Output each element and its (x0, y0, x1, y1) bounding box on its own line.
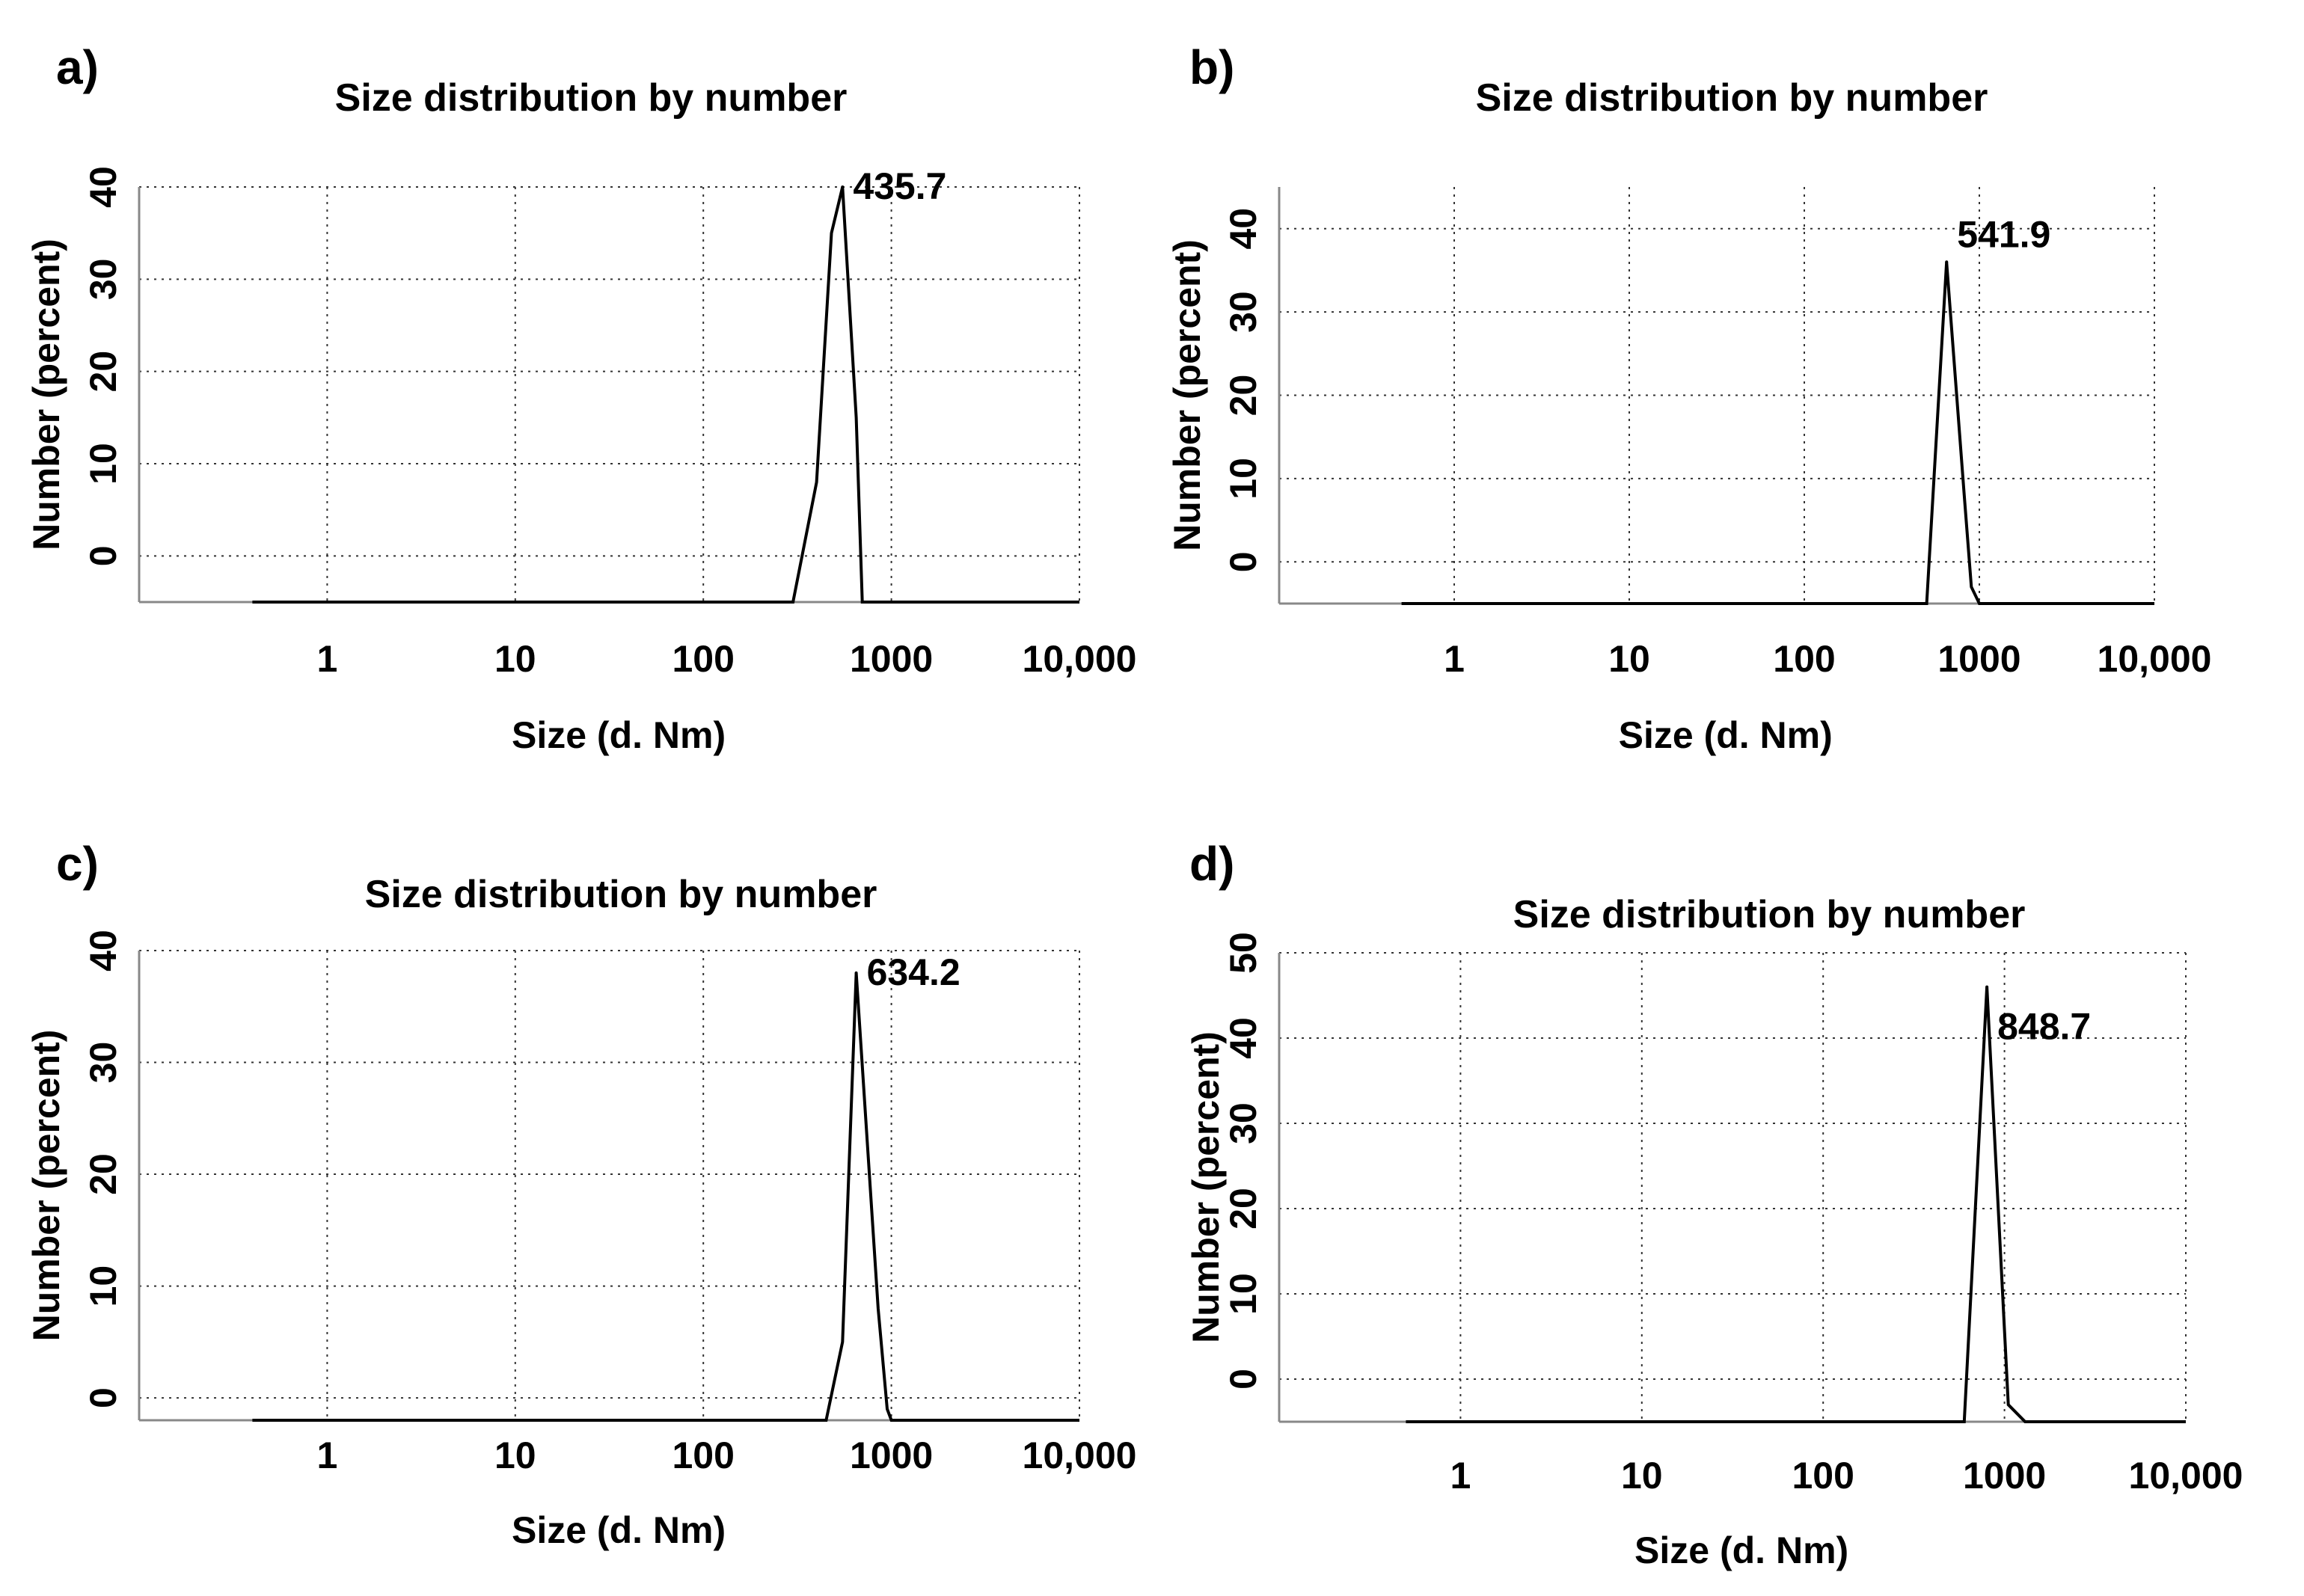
x-tick-label: 1 (1444, 638, 1465, 680)
chart-title: Size distribution by number (1513, 893, 2026, 936)
y-tick-label: 0 (1222, 1369, 1264, 1390)
y-tick-label: 20 (1222, 1188, 1264, 1230)
x-tick-label: 10 (494, 1434, 536, 1476)
y-tick-label: 40 (1222, 208, 1264, 250)
x-tick-label: 1000 (850, 638, 933, 680)
chart-title: Size distribution by number (365, 873, 877, 916)
chart-title: Size distribution by number (1476, 76, 1988, 120)
x-tick-label: 1 (1450, 1455, 1471, 1497)
series-line (1401, 262, 2154, 605)
chart-title: Size distribution by number (335, 76, 848, 120)
y-tick-label: 30 (82, 259, 124, 301)
peak-point (854, 971, 858, 975)
x-tick-label: 10 (1608, 638, 1650, 680)
y-tick-label: 20 (82, 1153, 124, 1195)
y-tick-label: 40 (1222, 1017, 1264, 1059)
x-tick-label: 100 (672, 638, 734, 680)
y-tick-label: 10 (82, 1265, 124, 1307)
x-tick-label: 10,000 (2098, 638, 2212, 680)
peak-label: 848.7 (1997, 1006, 2091, 1048)
x-tick-label: 100 (672, 1434, 734, 1476)
x-axis-label: Size (d. Nm) (512, 1509, 726, 1551)
y-tick-label: 40 (82, 166, 124, 208)
series-line (1406, 986, 2186, 1423)
panel-label: a) (56, 40, 99, 94)
y-tick-label: 20 (1222, 375, 1264, 417)
series-line (252, 186, 1079, 604)
x-axis-label: Size (d. Nm) (1619, 714, 1833, 756)
y-tick-label: 30 (1222, 291, 1264, 333)
peak-point (1945, 260, 1949, 264)
x-tick-label: 10,000 (1023, 638, 1137, 680)
panel-label: c) (56, 837, 99, 891)
y-axis-label: Number (percent) (1185, 1031, 1227, 1343)
x-tick-label: 1 (316, 1434, 337, 1476)
x-tick-label: 10 (1621, 1455, 1663, 1497)
series-line (252, 972, 1079, 1422)
x-axis-label: Size (d. Nm) (1634, 1529, 1848, 1571)
y-tick-label: 10 (82, 443, 124, 485)
y-tick-label: 0 (1222, 551, 1264, 572)
x-tick-label: 100 (1773, 638, 1835, 680)
x-tick-label: 1000 (850, 1434, 933, 1476)
x-tick-label: 10 (494, 638, 536, 680)
x-tick-label: 10,000 (2129, 1455, 2243, 1497)
peak-label: 541.9 (1957, 213, 2050, 255)
y-tick-label: 50 (1222, 932, 1264, 974)
x-axis-label: Size (d. Nm) (512, 714, 726, 756)
x-tick-label: 10,000 (1023, 1434, 1137, 1476)
y-tick-label: 10 (1222, 1273, 1264, 1315)
y-tick-label: 0 (82, 545, 124, 566)
y-axis-label: Number (percent) (25, 239, 67, 550)
y-tick-label: 20 (82, 351, 124, 393)
y-tick-label: 10 (1222, 458, 1264, 500)
y-tick-label: 40 (82, 930, 124, 972)
peak-label: 634.2 (867, 951, 960, 993)
x-tick-label: 1000 (1937, 638, 2020, 680)
y-axis-label: Number (percent) (25, 1030, 67, 1342)
y-tick-label: 30 (1222, 1102, 1264, 1144)
x-tick-label: 1000 (1963, 1455, 2046, 1497)
y-tick-label: 30 (82, 1042, 124, 1084)
panel-label: d) (1189, 837, 1234, 891)
peak-point (841, 185, 845, 188)
y-tick-label: 0 (82, 1387, 124, 1408)
x-tick-label: 1 (316, 638, 337, 680)
peak-label: 435.7 (853, 165, 946, 207)
y-axis-label: Number (percent) (1166, 239, 1208, 551)
panel-label: b) (1189, 40, 1234, 94)
peak-point (1985, 985, 1989, 989)
x-tick-label: 100 (1792, 1455, 1854, 1497)
